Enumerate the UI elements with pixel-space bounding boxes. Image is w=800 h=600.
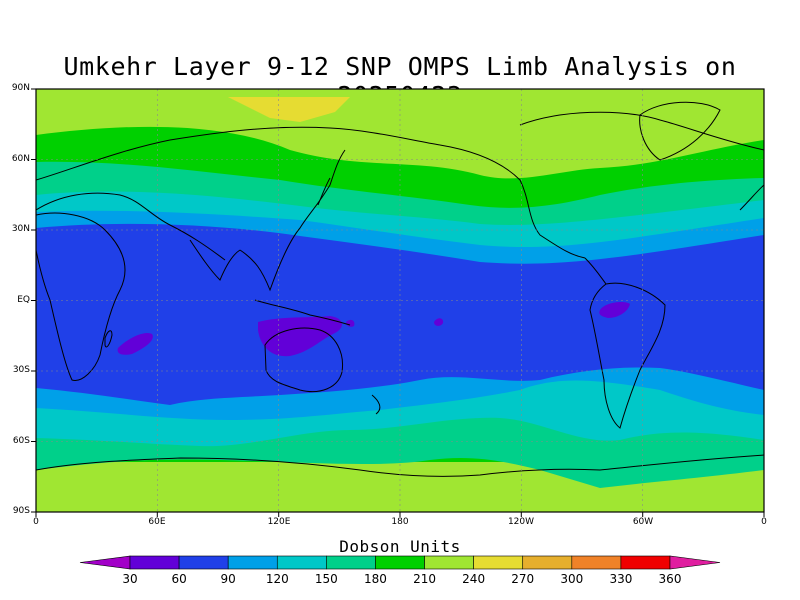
lat-label-eq: EQ [17, 295, 30, 305]
lon-label-120w: 120W [507, 517, 535, 527]
lat-label-90n: 90N [11, 83, 30, 93]
lat-label-30n: 30N [11, 224, 30, 234]
colorbar-segment [129, 555, 180, 570]
colorbar-segment [276, 555, 327, 570]
colorbar-tick-label: 90 [220, 572, 236, 586]
colorbar-segment [571, 555, 622, 570]
lat-label-60s: 60S [12, 436, 30, 446]
colorbar-tick-label: 330 [609, 572, 633, 586]
colorbar-segment [326, 555, 376, 570]
colorbar [79, 555, 721, 570]
map-grid [36, 89, 764, 512]
colorbar-segment [522, 555, 573, 570]
lat-label-90s: 90S [12, 506, 30, 516]
colorbar-segment [178, 555, 229, 570]
lat-label-30s: 30S [12, 365, 30, 375]
colorbar-arrow-left [79, 555, 131, 570]
lon-label-0-left: 0 [33, 517, 39, 527]
colorbar-segment [424, 555, 474, 570]
lon-label-0-right: 0 [761, 517, 767, 527]
lat-label-60n: 60N [11, 154, 30, 164]
lon-label-180: 180 [391, 517, 409, 527]
colorbar-tick-label: 30 [122, 572, 138, 586]
ozone-contour-fill [36, 89, 764, 512]
colorbar-tick-label: 210 [413, 572, 436, 586]
colorbar-tick-label: 60 [171, 572, 187, 586]
colorbar-tick-label: 150 [314, 572, 338, 586]
colorbar-segment [227, 555, 278, 570]
lon-label-60e: 60E [148, 517, 166, 527]
colorbar-tick-label: 270 [511, 572, 535, 586]
lon-label-120e: 120E [267, 517, 291, 527]
colorbar-segment [620, 555, 671, 570]
colorbar-tick-label: 300 [560, 572, 584, 586]
colorbar-arrow-right [669, 555, 721, 570]
colorbar-tick-label: 120 [265, 572, 289, 586]
colorbar-tick-label: 180 [364, 572, 387, 586]
colorbar-segment [473, 555, 524, 570]
lon-label-60w: 60W [632, 517, 654, 527]
colorbar-tick-label: 240 [462, 572, 486, 586]
colorbar-segment [375, 555, 425, 570]
coastlines [36, 101, 764, 477]
axis-ticks [31, 88, 765, 517]
colorbar-tick-label: 360 [658, 572, 682, 586]
colorbar-title: Dobson Units [339, 537, 461, 556]
